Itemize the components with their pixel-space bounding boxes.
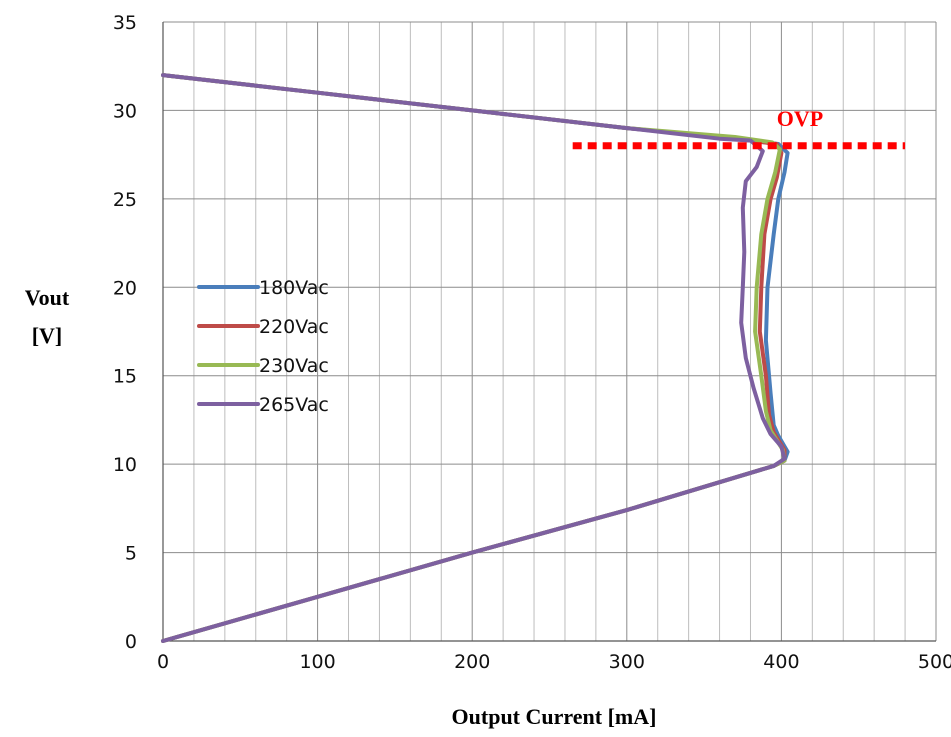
grid [162,21,937,642]
y-axis-title-line-2: [V] [32,323,63,348]
x-tick-label: 300 [609,651,645,673]
y-tick-label: 0 [125,631,137,653]
y-tick-label: 10 [113,454,137,476]
series-line-265vac [161,73,787,643]
y-tick-label: 30 [113,100,137,122]
x-tick-label: 500 [918,651,951,673]
y-axis-title-line-1: Vout [25,285,70,310]
series-lines [161,73,790,643]
x-tick-label: 0 [157,651,169,673]
y-tick-label: 35 [113,12,137,34]
x-axis-title: Output Current [mA] [452,704,657,729]
x-tick-label: 400 [763,651,799,673]
series-line-180vac [161,73,790,643]
legend-label: 220Vac [259,316,329,338]
x-tick-label: 100 [299,651,335,673]
y-tick-label: 5 [125,543,137,565]
x-tick-label: 200 [454,651,490,673]
y-tick-label: 25 [113,189,137,211]
tick-labels: 0 100 200 300 400 500 0 5 10 15 20 25 30 35 [113,12,951,673]
legend-label: 180Vac [259,277,329,299]
y-tick-label: 15 [113,366,137,388]
ovp-annotation: OVP [572,106,906,150]
ovp-label: OVP [777,106,823,131]
legend: 180Vac 220Vac 230Vac 265Vac [197,277,329,416]
y-tick-label: 20 [113,277,137,299]
y-axis-title: Vout [V] [25,285,70,348]
legend-label: 265Vac [259,394,329,416]
legend-label: 230Vac [259,355,329,377]
